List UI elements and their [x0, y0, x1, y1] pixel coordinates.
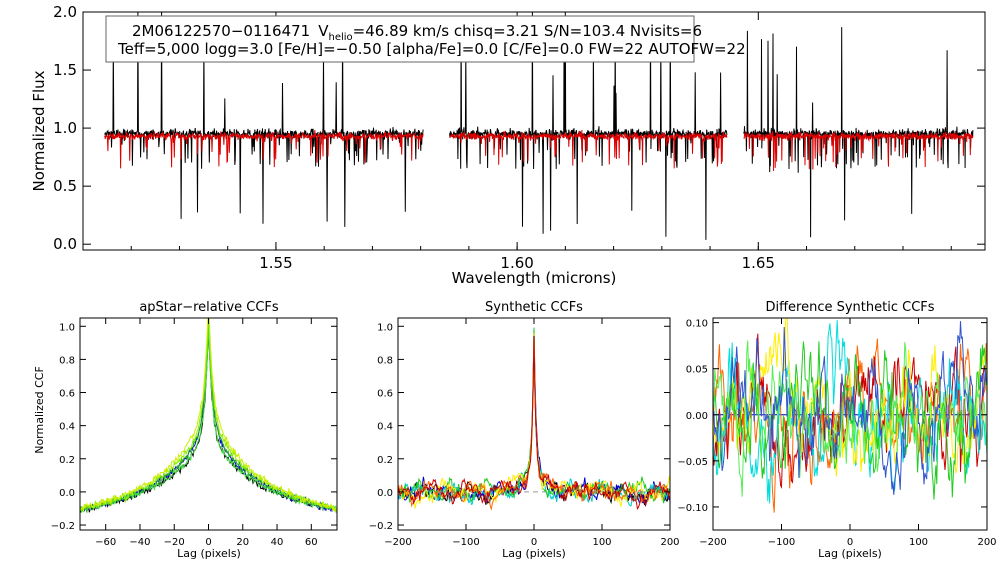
apstar_ccf-xtick-label: 40: [271, 537, 284, 548]
apstar-ccf-xlabel: Lag (pixels): [177, 547, 241, 560]
synthetic-ccf-xlabel: Lag (pixels): [502, 547, 566, 560]
apstar_ccf-xtick-label: 60: [305, 537, 318, 548]
synthetic_ccf-ytick-label: 0.2: [377, 455, 393, 466]
difference_ccf-series-3: [713, 320, 987, 504]
spectrum-axis-ticks: 0.0 0.5 1.0 1.5 2.0 1.55 1.60 1.65: [53, 3, 985, 272]
apstar-ccf-panel: apStar−relative CCFs Normalized CCF Lag …: [33, 300, 338, 560]
synthetic_ccf-series-4: [398, 328, 670, 504]
spectrum-ytick-label: 2.0: [53, 3, 77, 21]
annotation-v-rest: =46.89 km/s chisq=3.21 S/N=103.4 Nvisits…: [353, 22, 702, 40]
apstar_ccf-ytick-label: −0.2: [51, 521, 75, 532]
spectrum-xtick-label: 1.55: [259, 254, 292, 272]
difference_ccf-series-6: [713, 340, 987, 497]
synthetic_ccf-xtick-label: −100: [452, 537, 479, 548]
synthetic_ccf-xtick-label: 0: [531, 537, 537, 548]
synthetic_ccf-series-group: [398, 327, 670, 511]
difference_ccf-xtick-label: 200: [977, 537, 996, 548]
apstar_ccf-ytick-label: 0.2: [59, 455, 75, 466]
apstar_ccf-series-6: [80, 318, 337, 512]
spectrum-observed-chip-3: [743, 27, 974, 238]
difference_ccf-ytick-label: 0.10: [686, 319, 708, 330]
apstar_ccf-xtick-label: −40: [129, 537, 150, 548]
apstar_ccf-ytick-label: 0.8: [59, 355, 75, 366]
spectrum-ytick-label: 1.0: [53, 119, 77, 137]
difference_ccf-ytick-label: 0.05: [686, 365, 708, 376]
synthetic_ccf-series-7: [398, 335, 670, 510]
apstar_ccf-series-group: [80, 318, 337, 514]
apstar_ccf-xtick-label: −20: [164, 537, 185, 548]
spectrum-annotation-line2: Teff=5,000 logg=3.0 [Fe/H]=−0.50 [alpha/…: [117, 40, 746, 58]
spectrum-ytick-label: 0.0: [53, 235, 77, 253]
synthetic_ccf-ytick-label: 1.0: [377, 322, 393, 333]
difference_ccf-xtick-label: 0: [847, 537, 853, 548]
apstar_ccf-series-1: [80, 323, 337, 513]
spectrum-observed-chip-2: [449, 11, 728, 240]
difference_ccf-ytick-label: 0.00: [686, 411, 708, 422]
spectrum-xlabel: Wavelength (microns): [452, 269, 617, 287]
difference_ccf-xtick-label: 100: [909, 537, 928, 548]
spectrum-ytick-label: 0.5: [53, 177, 77, 195]
annotation-star-id: 2M06122570−0116471: [132, 22, 310, 40]
difference-ccf-panel: Difference Synthetic CCFs Lag (pixels) −…: [677, 300, 996, 560]
annotation-v-prefix: V: [318, 22, 329, 40]
spectrum-xtick-label: 1.60: [500, 254, 533, 272]
spectrum-xtick-label: 1.65: [742, 254, 775, 272]
spectrum-annotation-box: [105, 15, 695, 63]
synthetic_ccf-ytick-label: 0.4: [377, 422, 393, 433]
synthetic_ccf-xtick-label: −200: [384, 537, 411, 548]
difference_ccf-xtick-label: −200: [699, 537, 726, 548]
annotation-v-sub: helio: [328, 32, 352, 43]
synthetic_ccf-xtick-label: 100: [592, 537, 611, 548]
difference-ccf-xlabel: Lag (pixels): [818, 547, 882, 560]
difference-ccf-title: Difference Synthetic CCFs: [765, 300, 934, 315]
spectrum-model-chip-1: [104, 130, 424, 169]
apstar-ccf-ylabel: Normalized CCF: [33, 366, 46, 454]
apstar_ccf-ytick-label: 0.6: [59, 389, 75, 400]
spectrum-series-model: [104, 129, 974, 172]
spectrum-annotation-line1: 2M06122570−0116471 Vhelio=46.89 km/s chis…: [132, 22, 702, 43]
synthetic_ccf-ytick-label: 0.8: [377, 355, 393, 366]
apstar_ccf-ytick-label: 0.0: [59, 488, 75, 499]
spectrum-ytick-label: 1.5: [53, 61, 77, 79]
difference_ccf-ytick-label: −0.05: [677, 457, 708, 468]
difference_ccf-series-group: [713, 318, 987, 513]
synthetic_ccf-ytick-label: −0.2: [369, 521, 393, 532]
spectrum-ylabel: Normalized Flux: [30, 70, 48, 191]
apstar_ccf-xtick-label: 20: [236, 537, 249, 548]
spectrum-plot-frame: [82, 11, 986, 251]
apstar_ccf-series-2: [80, 318, 337, 513]
difference_ccf-xtick-label: −100: [768, 537, 795, 548]
synthetic-ccf-panel: Synthetic CCFs Lag (pixels) −0.2 0.0 0.2 0.…: [369, 300, 680, 560]
apstar_ccf-series-4: [80, 325, 337, 513]
apstar_ccf-xtick-label: −60: [95, 537, 116, 548]
apstar_ccf-series-3: [80, 318, 337, 514]
apstar_ccf-ytick-label: 1.0: [59, 322, 75, 333]
apstar_ccf-xtick-label: 0: [205, 537, 211, 548]
spectrum-model-chip-3: [743, 130, 974, 172]
synthetic-ccf-title: Synthetic CCFs: [485, 300, 583, 315]
spectrum-panel: 0.0 0.5 1.0 1.5 2.0 1.55 1.60 1.65 Normalized F…: [30, 3, 986, 287]
apstar_ccf-ytick-label: 0.4: [59, 422, 75, 433]
apstar-ccf-title: apStar−relative CCFs: [139, 300, 279, 315]
synthetic_ccf-ytick-label: 0.6: [377, 389, 393, 400]
synthetic_ccf-xtick-label: 200: [660, 537, 679, 548]
difference_ccf-series-7: [713, 321, 987, 495]
spectrum-model-chip-2: [449, 129, 728, 169]
synthetic_ccf-ytick-label: 0.0: [377, 488, 393, 499]
difference_ccf-ytick-label: −0.10: [677, 503, 708, 514]
